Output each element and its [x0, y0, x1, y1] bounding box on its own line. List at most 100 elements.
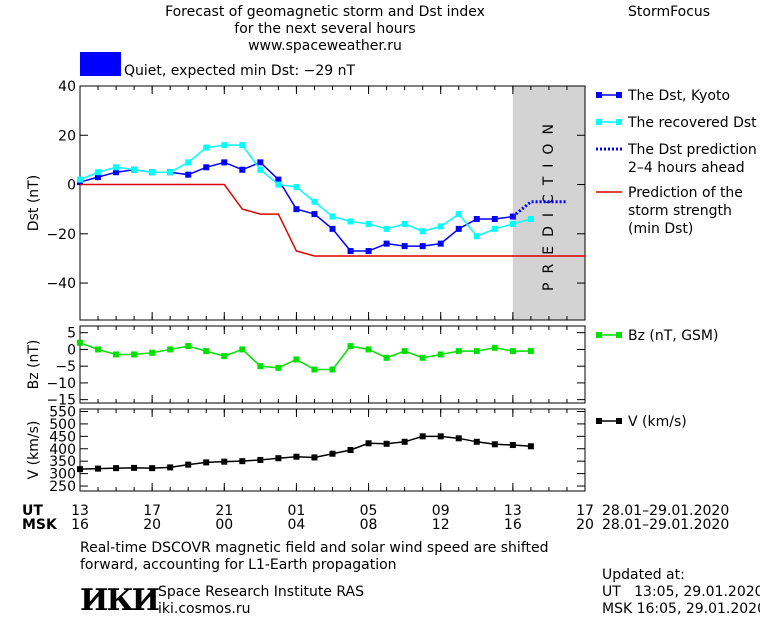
data-point	[383, 225, 390, 232]
y-tick-label: 450	[49, 429, 76, 445]
data-point	[401, 220, 408, 227]
data-point	[347, 343, 354, 350]
org-name: Space Research Institute RAS	[158, 584, 364, 600]
msk-date-range: 28.01–29.01.2020	[602, 517, 730, 533]
msk-axis-label: MSK	[22, 517, 57, 533]
y-tick-label: 500	[49, 417, 76, 433]
legend-marker	[596, 332, 602, 338]
data-point	[527, 348, 534, 355]
legend-label: (min Dst)	[628, 221, 693, 237]
data-point	[257, 363, 264, 370]
legend-marker	[596, 418, 602, 424]
data-point	[311, 211, 318, 218]
data-point	[185, 159, 192, 166]
data-point	[311, 198, 318, 205]
data-point	[167, 464, 174, 471]
y-tick-label: 5	[67, 326, 76, 342]
legend-label: V (km/s)	[628, 414, 687, 430]
data-point	[95, 174, 102, 181]
data-point	[203, 348, 210, 355]
y-tick-label: 0	[67, 178, 76, 194]
data-point	[365, 248, 372, 255]
data-point	[77, 339, 83, 346]
y-tick-label: 300	[49, 467, 76, 483]
msk-tick-label: 16	[71, 517, 89, 533]
updated-ut: UT 13:05, 29.01.2020	[602, 584, 760, 600]
y-axis-label: Bz (nT)	[26, 340, 42, 390]
data-point	[329, 366, 336, 373]
legend-marker	[616, 418, 622, 424]
data-point	[455, 435, 462, 442]
data-point	[347, 248, 354, 255]
data-point	[203, 144, 210, 151]
y-tick-label: −10	[46, 376, 76, 392]
data-point	[167, 169, 174, 176]
data-point	[401, 243, 408, 250]
data-point	[329, 213, 336, 220]
msk-tick-label: 04	[287, 517, 306, 533]
data-point	[437, 240, 444, 247]
data-point	[149, 349, 156, 356]
data-point	[293, 356, 300, 363]
data-point	[185, 343, 192, 350]
data-point	[221, 159, 228, 166]
series-line	[79, 144, 532, 238]
data-point	[491, 441, 498, 448]
status-color-indicator	[80, 52, 121, 76]
legend-label: The Dst, Kyoto	[627, 88, 730, 104]
data-point	[383, 440, 390, 447]
data-point	[491, 216, 498, 223]
data-point	[329, 450, 336, 457]
data-point	[383, 240, 390, 247]
data-point	[95, 169, 102, 176]
data-point	[131, 166, 138, 173]
panel-frame	[79, 85, 586, 321]
y-tick-label: 350	[49, 454, 76, 470]
data-point	[473, 348, 480, 355]
data-point	[473, 216, 480, 223]
data-point	[365, 220, 372, 227]
data-point	[455, 225, 462, 232]
footer-note-line1: Real-time DSCOVR magnetic field and sola…	[80, 540, 549, 556]
status-text: Quiet, expected min Dst: −29 nT	[124, 63, 356, 79]
legend-label: The recovered Dst	[627, 115, 757, 131]
data-point	[239, 166, 246, 173]
data-point	[77, 466, 83, 473]
legend-marker	[616, 92, 622, 98]
data-point	[419, 433, 426, 440]
legend-label: storm strength	[628, 203, 732, 219]
data-point	[275, 364, 282, 371]
legend-marker	[596, 92, 602, 98]
data-point	[113, 169, 120, 176]
data-point	[293, 453, 300, 460]
data-point	[491, 225, 498, 232]
updated-msk: MSK 16:05, 29.01.2020	[602, 601, 760, 617]
data-point	[275, 176, 282, 183]
data-point	[527, 216, 534, 223]
data-point	[113, 465, 120, 472]
y-tick-label: −15	[46, 393, 76, 409]
data-point	[437, 223, 444, 230]
data-point	[311, 454, 318, 461]
legend-entry: V (km/s)	[596, 414, 687, 430]
data-point	[455, 211, 462, 218]
legend-marker	[596, 119, 602, 125]
data-point	[239, 142, 246, 149]
org-url[interactable]: iki.cosmos.ru	[158, 601, 251, 617]
series-line	[511, 200, 567, 218]
chart-title-url[interactable]: www.spaceweather.ru	[248, 38, 402, 54]
data-point	[185, 171, 192, 178]
data-point	[167, 346, 174, 353]
data-point	[113, 164, 120, 171]
data-point	[239, 458, 246, 465]
data-point	[491, 344, 498, 351]
y-axis-label: V (km/s)	[26, 421, 42, 480]
y-tick-label: 250	[49, 479, 76, 495]
msk-tick-label: 00	[215, 517, 234, 533]
data-point	[365, 440, 372, 447]
ut-tick-label: 21	[215, 503, 234, 519]
data-point	[257, 456, 264, 463]
legend-label: Prediction of the	[628, 185, 743, 201]
legend-entry: The recovered Dst	[596, 115, 757, 131]
